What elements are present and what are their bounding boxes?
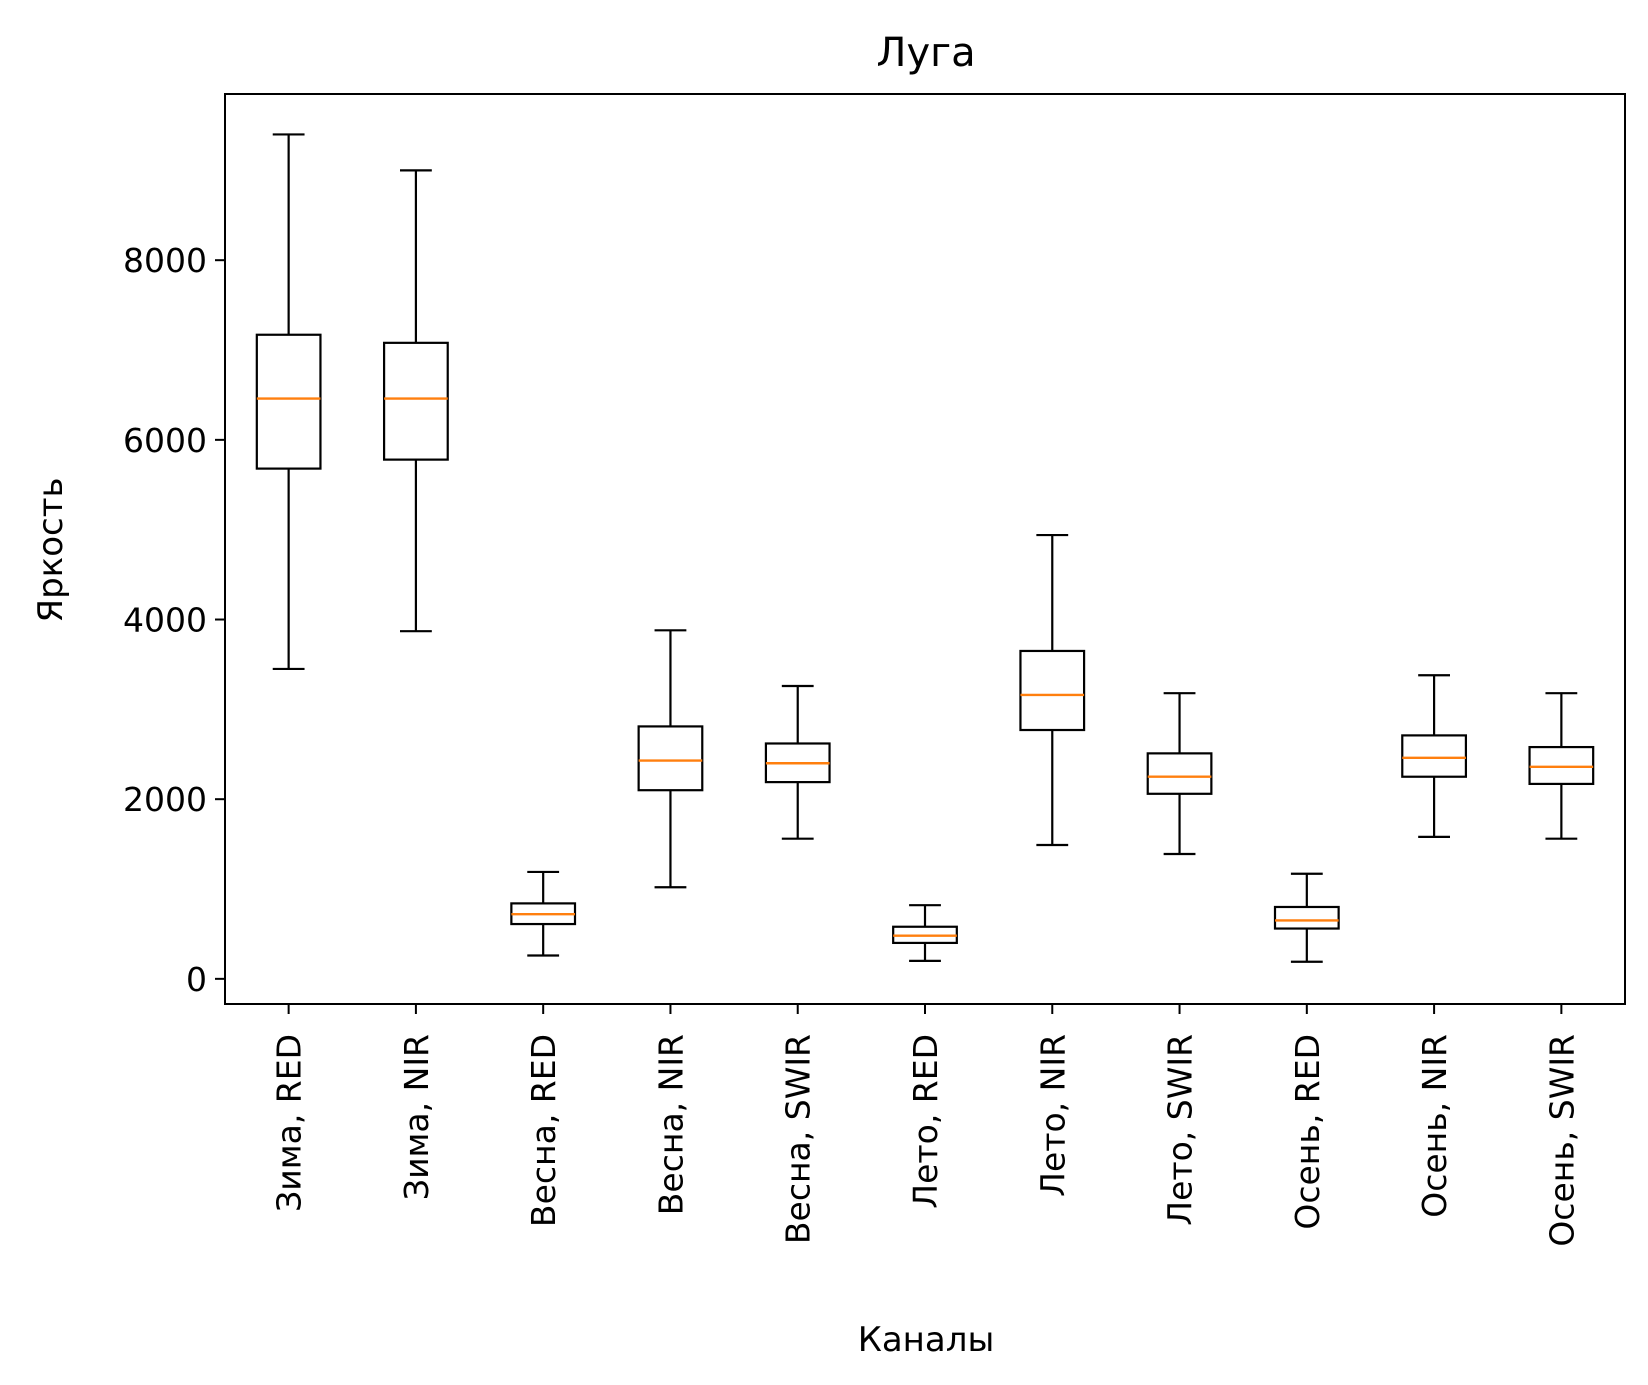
y-tick-label-8000: 8000 [123,241,207,280]
x-tick-label-6: Лето, NIR [1033,1034,1072,1197]
x-tick-label-3: Весна, NIR [651,1034,690,1215]
y-axis-label: Яркость [31,477,71,622]
box-6 [1019,649,1086,732]
chart-title: Луга [876,30,975,76]
box-8 [1273,905,1340,930]
box-0 [255,333,322,470]
x-tick-label-1: Зима, NIR [397,1034,436,1200]
x-tick-label-4: Весна, SWIR [779,1034,818,1244]
x-tick-label-10: Осень, SWIR [1542,1034,1581,1247]
box-3 [637,725,704,792]
y-tick-label-6000: 6000 [123,421,207,460]
x-tick-label-9: Осень, NIR [1415,1034,1454,1218]
box-9 [1401,734,1468,778]
plot-frame [224,93,1626,1005]
x-tick-label-0: Зима, RED [270,1034,309,1212]
box-7 [1146,752,1213,795]
x-axis-label: Каналы [858,1320,995,1360]
box-1 [382,341,449,461]
x-tick-label-2: Весна, RED [524,1034,563,1227]
y-tick-label-0: 0 [186,960,207,999]
x-tick-label-8: Осень, RED [1288,1034,1327,1230]
y-tick-label-4000: 4000 [123,601,207,640]
box-10 [1528,745,1595,786]
x-tick-label-5: Лето, RED [906,1034,945,1209]
y-tick-label-2000: 2000 [123,780,207,819]
x-tick-label-7: Лето, SWIR [1161,1034,1200,1226]
plot-area: 0 2000 4000 6000 8000 Зима, RED Зима, NIR Весна… [123,133,1595,1247]
